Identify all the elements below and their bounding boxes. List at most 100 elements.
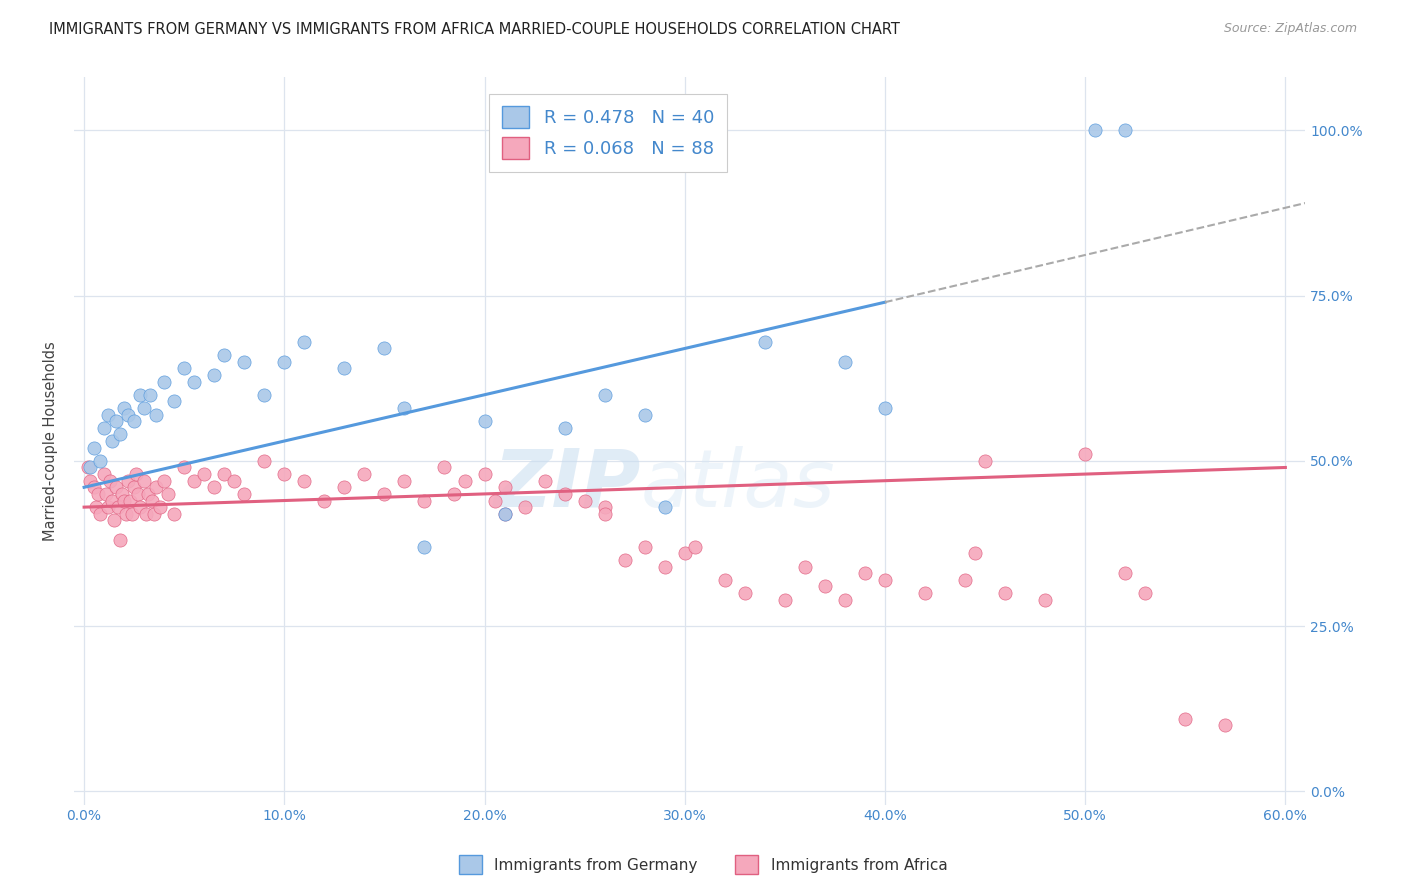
Point — [129, 500, 152, 515]
Point — [433, 460, 456, 475]
Point — [101, 434, 124, 448]
Text: ZIP: ZIP — [494, 446, 641, 524]
Point — [83, 441, 105, 455]
Point — [89, 454, 111, 468]
Point — [233, 487, 256, 501]
Point — [914, 586, 936, 600]
Point — [224, 474, 246, 488]
Point — [93, 421, 115, 435]
Point — [494, 507, 516, 521]
Point — [136, 487, 159, 501]
Point — [353, 467, 375, 481]
Point — [963, 546, 986, 560]
Point — [103, 513, 125, 527]
Point — [89, 507, 111, 521]
Point — [163, 394, 186, 409]
Point — [83, 480, 105, 494]
Point — [873, 401, 896, 415]
Point — [122, 414, 145, 428]
Point — [654, 500, 676, 515]
Point — [212, 467, 235, 481]
Point — [1135, 586, 1157, 600]
Point — [994, 586, 1017, 600]
Point — [853, 566, 876, 581]
Point — [79, 460, 101, 475]
Point — [149, 500, 172, 515]
Point — [153, 474, 176, 488]
Point — [1174, 712, 1197, 726]
Point — [97, 408, 120, 422]
Point — [127, 487, 149, 501]
Point — [112, 493, 135, 508]
Point — [273, 354, 295, 368]
Point — [484, 493, 506, 508]
Point — [145, 408, 167, 422]
Point — [394, 401, 416, 415]
Point — [834, 592, 856, 607]
Point — [673, 546, 696, 560]
Point — [713, 573, 735, 587]
Text: atlas: atlas — [641, 446, 835, 524]
Point — [134, 401, 156, 415]
Point — [1114, 123, 1136, 137]
Point — [120, 493, 142, 508]
Point — [593, 500, 616, 515]
Point — [139, 388, 162, 402]
Point — [554, 421, 576, 435]
Point — [87, 487, 110, 501]
Point — [554, 487, 576, 501]
Point — [474, 467, 496, 481]
Text: IMMIGRANTS FROM GERMANY VS IMMIGRANTS FROM AFRICA MARRIED-COUPLE HOUSEHOLDS CORR: IMMIGRANTS FROM GERMANY VS IMMIGRANTS FR… — [49, 22, 900, 37]
Point — [253, 454, 276, 468]
Point — [117, 474, 139, 488]
Point — [183, 375, 205, 389]
Point — [97, 500, 120, 515]
Point — [413, 493, 436, 508]
Point — [443, 487, 465, 501]
Point — [413, 540, 436, 554]
Point — [314, 493, 336, 508]
Point — [129, 388, 152, 402]
Point — [974, 454, 997, 468]
Point — [654, 559, 676, 574]
Text: Source: ZipAtlas.com: Source: ZipAtlas.com — [1223, 22, 1357, 36]
Point — [533, 474, 555, 488]
Point — [394, 474, 416, 488]
Legend: R = 0.478   N = 40, R = 0.068   N = 88: R = 0.478 N = 40, R = 0.068 N = 88 — [489, 94, 727, 172]
Point — [98, 474, 121, 488]
Point — [494, 480, 516, 494]
Point — [333, 361, 356, 376]
Point — [1213, 718, 1236, 732]
Point — [494, 507, 516, 521]
Legend: Immigrants from Germany, Immigrants from Africa: Immigrants from Germany, Immigrants from… — [453, 849, 953, 880]
Point — [77, 460, 100, 475]
Point — [273, 467, 295, 481]
Point — [373, 487, 395, 501]
Point — [163, 507, 186, 521]
Point — [108, 427, 131, 442]
Point — [593, 388, 616, 402]
Point — [793, 559, 815, 574]
Point — [101, 493, 124, 508]
Point — [613, 553, 636, 567]
Point — [373, 342, 395, 356]
Point — [834, 354, 856, 368]
Point — [1084, 123, 1107, 137]
Point — [79, 474, 101, 488]
Y-axis label: Married-couple Households: Married-couple Households — [44, 341, 58, 541]
Point — [513, 500, 536, 515]
Point — [117, 408, 139, 422]
Point — [112, 401, 135, 415]
Point — [1074, 447, 1097, 461]
Point — [202, 480, 225, 494]
Point — [212, 348, 235, 362]
Point — [593, 507, 616, 521]
Point — [292, 334, 315, 349]
Point — [173, 361, 195, 376]
Point — [953, 573, 976, 587]
Point — [121, 507, 143, 521]
Point — [135, 507, 157, 521]
Point — [173, 460, 195, 475]
Point — [183, 474, 205, 488]
Point — [94, 487, 117, 501]
